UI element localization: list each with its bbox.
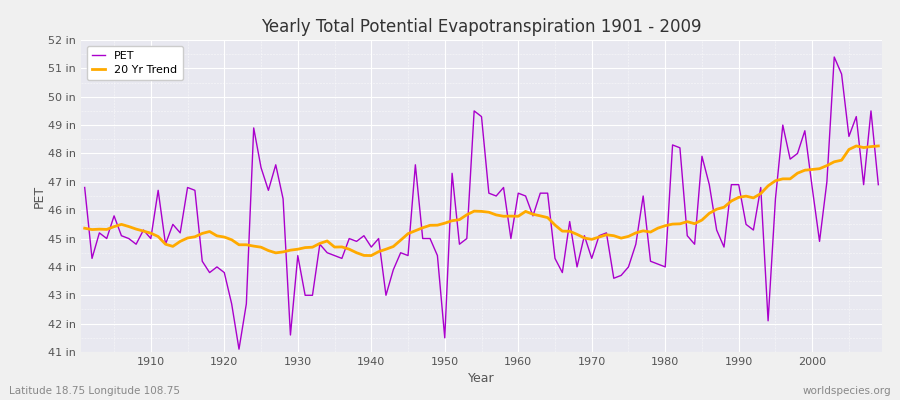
20 Yr Trend: [366, 253, 377, 258]
20 Yr Trend: [344, 247, 355, 252]
20 Yr Trend: [873, 144, 884, 148]
Line: 20 Yr Trend: 20 Yr Trend: [85, 146, 878, 256]
PET: [513, 191, 524, 196]
PET: [608, 276, 619, 281]
20 Yr Trend: [513, 214, 524, 219]
Line: PET: PET: [85, 57, 878, 349]
20 Yr Trend: [520, 209, 531, 214]
Text: worldspecies.org: worldspecies.org: [803, 386, 891, 396]
PET: [138, 228, 148, 232]
Text: Latitude 18.75 Longitude 108.75: Latitude 18.75 Longitude 108.75: [9, 386, 180, 396]
20 Yr Trend: [850, 144, 861, 148]
PET: [873, 182, 884, 187]
X-axis label: Year: Year: [468, 372, 495, 386]
Title: Yearly Total Potential Evapotranspiration 1901 - 2009: Yearly Total Potential Evapotranspiratio…: [261, 18, 702, 36]
20 Yr Trend: [300, 245, 310, 250]
20 Yr Trend: [608, 233, 619, 238]
PET: [351, 239, 362, 244]
Y-axis label: PET: PET: [32, 184, 45, 208]
PET: [829, 55, 840, 60]
20 Yr Trend: [138, 229, 148, 234]
PET: [520, 194, 531, 198]
Legend: PET, 20 Yr Trend: PET, 20 Yr Trend: [86, 46, 183, 80]
PET: [307, 293, 318, 298]
PET: [234, 347, 245, 352]
PET: [79, 185, 90, 190]
20 Yr Trend: [79, 226, 90, 231]
